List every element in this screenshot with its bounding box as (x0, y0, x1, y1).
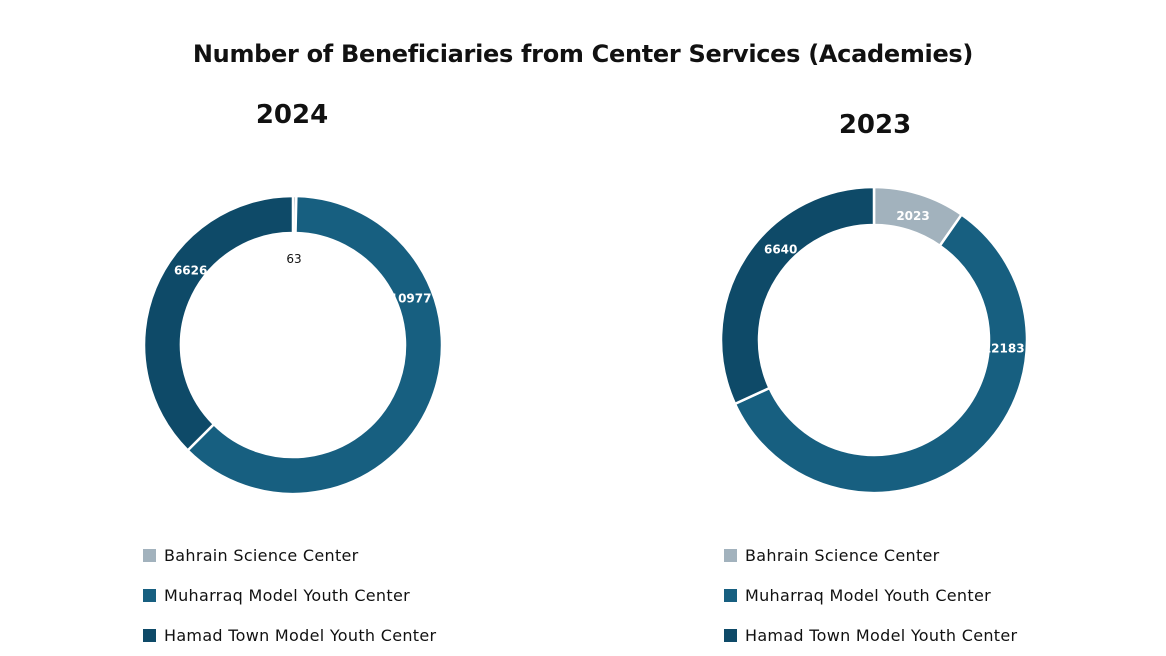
legend-item-hamad-town-model-youth-center: Hamad Town Model Youth Center (143, 615, 436, 655)
donut-chart-2023: 2023 12183 6640 (719, 185, 1029, 495)
legend-swatch (143, 628, 156, 642)
legend-label: Hamad Town Model Youth Center (745, 625, 1018, 645)
data-label-hamad-town-model-youth-center: 6626 (174, 264, 207, 278)
legend-label: Muharraq Model Youth Center (164, 585, 410, 605)
data-label-hamad-town-model-youth-center: 6640 (764, 242, 797, 256)
legend-label: Muharraq Model Youth Center (745, 585, 991, 605)
legend-swatch (724, 628, 737, 642)
legend-swatch (143, 548, 156, 562)
legend-2023: Bahrain Science Center Muharraq Model Yo… (724, 535, 1017, 655)
legend-item-bahrain-science-center: Bahrain Science Center (724, 535, 1017, 575)
legend-label: Bahrain Science Center (164, 545, 359, 565)
legend-item-muharraq-model-youth-center: Muharraq Model Youth Center (143, 575, 436, 615)
donut-slice-hamad-town-model-youth-center (719, 185, 876, 406)
data-label-bahrain-science-center: 2023 (896, 209, 929, 223)
legend-item-muharraq-model-youth-center: Muharraq Model Youth Center (724, 575, 1017, 615)
legend-label: Bahrain Science Center (745, 545, 940, 565)
legend-swatch (724, 548, 737, 562)
legend-label: Hamad Town Model Youth Center (164, 625, 437, 645)
chart-2024: 2024 63 10977 6626 Bahrain Science Center … (142, 100, 444, 655)
data-label-muharraq-model-youth-center: 12183 (983, 342, 1025, 356)
donut-slice-muharraq-model-youth-center (185, 194, 444, 496)
data-label-bahrain-science-center: 63 (286, 252, 301, 266)
legend-item-bahrain-science-center: Bahrain Science Center (143, 535, 436, 575)
year-title-2023: 2023 (838, 110, 912, 140)
chart-2023: 2023 2023 12183 6640 Bahrain Science Cente… (583, 0, 1166, 656)
donut-slice-hamad-town-model-youth-center (142, 194, 295, 453)
legend-item-hamad-town-model-youth-center: Hamad Town Model Youth Center (724, 615, 1017, 655)
legend-swatch (724, 588, 737, 602)
legend-swatch (143, 588, 156, 602)
donut-chart-2024: 63 10977 6626 (142, 194, 444, 496)
chart-title: Number of Beneficiaries from Center Serv… (192, 40, 974, 68)
legend-2024: Bahrain Science Center Muharraq Model Yo… (143, 535, 436, 655)
data-label-muharraq-model-youth-center: 10977 (390, 291, 432, 305)
year-title-2024: 2024 (255, 100, 329, 130)
donut-slice-muharraq-model-youth-center (733, 212, 1029, 495)
